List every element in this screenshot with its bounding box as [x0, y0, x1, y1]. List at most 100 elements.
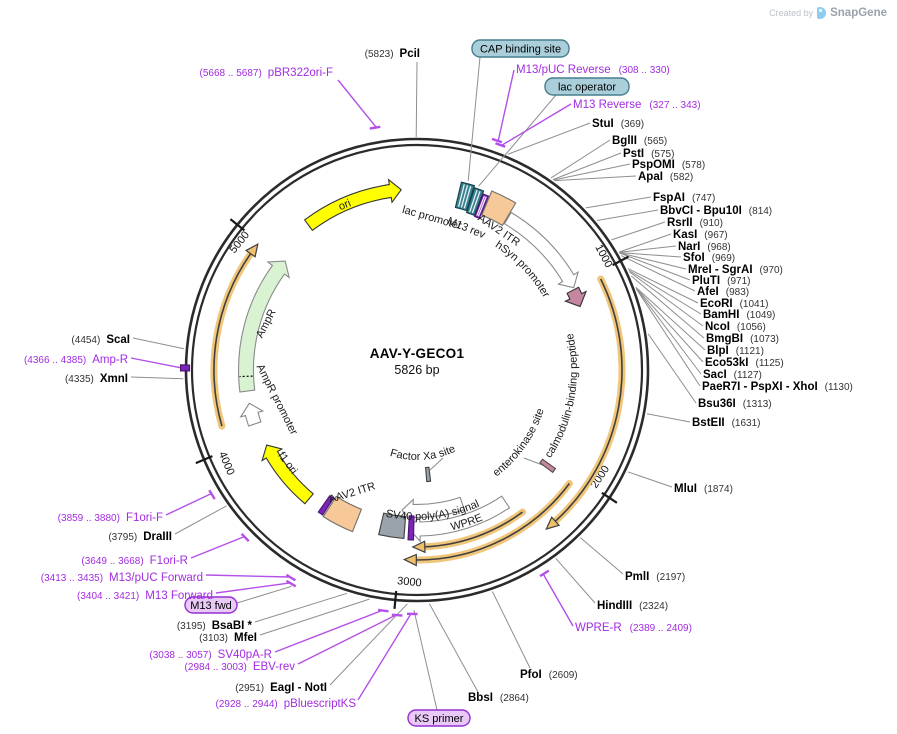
label-fspai[interactable]: FspAI (747) — [653, 192, 715, 204]
feature-ori[interactable] — [303, 178, 402, 232]
label-box-lac-operator[interactable] — [544, 77, 630, 96]
feature-ampr-promoter[interactable] — [239, 402, 265, 427]
label-bsu36i[interactable]: Bsu36I (1313) — [698, 398, 772, 410]
leader-line-bbvci-bpu10i — [596, 209, 659, 221]
leader-line-saci — [636, 288, 702, 375]
label-paer7i-pspxi-xhoi[interactable]: PaeR7I - PspXI - XhoI (1130) — [702, 381, 853, 393]
label-rsrii[interactable]: RsrII (910) — [667, 217, 723, 229]
leader-line-m13-puc-reverse — [497, 69, 515, 142]
label-draiii[interactable]: (3795) DraIII — [108, 531, 172, 543]
feature-sv40-polya-arrow[interactable] — [401, 496, 465, 524]
tick-5000 — [229, 218, 246, 232]
label-apai[interactable]: ApaI (582) — [638, 171, 693, 183]
label-mrei-sgrai[interactable]: MreI - SgrAI (970) — [688, 264, 783, 276]
label-saci[interactable]: SacI (1127) — [703, 369, 762, 381]
feature-cap-binding-site-box-stripe — [457, 184, 465, 207]
label-mfei[interactable]: (3103) MfeI — [199, 632, 257, 644]
label-f1ori-f[interactable]: (3859 .. 3880) F1ori-F — [58, 512, 163, 524]
leader-line-fspai — [585, 196, 652, 209]
leader-line-pmli — [579, 537, 624, 575]
label-pbluescriptks[interactable]: (2928 .. 2944) pBluescriptKS — [216, 698, 357, 710]
label-bsteii[interactable]: BstEII (1631) — [692, 417, 761, 429]
feature-aav2-itr-bottom-box[interactable] — [322, 495, 363, 533]
label-pspomi[interactable]: PspOMI (578) — [632, 159, 705, 171]
label-blpi[interactable]: BlpI (1121) — [707, 345, 764, 357]
label-m13-reverse[interactable]: M13 Reverse (327 .. 343) — [573, 99, 701, 111]
leader-line-pcii — [415, 61, 418, 138]
label-m13-puc-reverse[interactable]: M13/pUC Reverse (308 .. 330) — [516, 64, 670, 76]
label-mlui[interactable]: MluI (1874) — [674, 483, 733, 495]
label-pcii[interactable]: (5823) PciI — [365, 48, 420, 60]
label-xmni[interactable]: (4335) XmnI — [65, 373, 128, 385]
label-sv40pa-r[interactable]: (3038 .. 3057) SV40pA-R — [149, 649, 272, 661]
aav2-itr-bottom-label[interactable]: AAV2 ITR — [327, 480, 377, 506]
feature-aav2-itr-top-box[interactable] — [481, 190, 517, 227]
label-amp-r[interactable]: (4366 .. 4385) Amp-R — [24, 354, 128, 366]
feature-ks-primer-tick[interactable] — [407, 515, 415, 541]
label-bglii[interactable]: BglII (565) — [612, 135, 667, 147]
label-box-ks-primer[interactable] — [407, 709, 471, 727]
leader-line-ecori — [627, 268, 699, 304]
leader-line-afei — [620, 255, 696, 292]
label-m13-puc-forward[interactable]: (3413 .. 3435) M13/pUC Forward — [41, 572, 203, 584]
label-cap-binding-site[interactable]: CAP binding site — [480, 44, 561, 56]
primer-elbow-wpre-r — [539, 569, 550, 578]
label-hindiii[interactable]: HindIII (2324) — [597, 600, 668, 612]
feature-itr2-tick[interactable] — [317, 494, 335, 516]
feature-factor-xa-site-mark[interactable] — [425, 466, 432, 483]
feature-f1-ori[interactable] — [261, 444, 314, 505]
feature-amp-r-primer-tick[interactable] — [179, 364, 191, 372]
label-sfoi[interactable]: SfoI (969) — [683, 252, 735, 264]
label-box-cap-binding-site[interactable] — [471, 39, 570, 58]
label-ebv-rev[interactable]: (2984 .. 3003) EBV-rev — [185, 661, 296, 673]
label-ecori[interactable]: EcoRI (1041) — [700, 298, 769, 310]
label-pbr322ori-f[interactable]: (5668 .. 5687) pBR322ori-F — [200, 67, 333, 79]
plasmid-name: AAV-Y-GECO1 — [369, 346, 465, 361]
leader-line-kasi — [618, 233, 672, 253]
feature-hsyn-promoter[interactable] — [503, 211, 580, 289]
leader-line-blpi — [635, 286, 706, 351]
label-nari[interactable]: NarI (968) — [678, 241, 731, 253]
feature-sv40-polya-gray-box[interactable] — [378, 512, 407, 540]
label-psti[interactable]: PstI (575) — [623, 148, 674, 160]
label-eagi-noti[interactable]: (2951) EagI - NotI — [235, 682, 327, 694]
feature-enterokinase-site-mark[interactable] — [539, 458, 557, 474]
label-box-m13-fwd[interactable] — [184, 596, 238, 614]
calmodulin-label[interactable]: calmodulin-binding peptide — [543, 332, 580, 460]
enterokinase-label[interactable]: enterokinase site — [491, 407, 547, 479]
feature-ampr[interactable] — [237, 260, 291, 393]
label-scai[interactable]: (4454) ScaI — [71, 334, 130, 346]
label-m13-fwd[interactable]: M13 fwd — [190, 600, 232, 612]
ampr-promoter-label[interactable]: AmpR promoter — [254, 362, 300, 437]
orf-arrowhead-orf-a — [545, 516, 561, 531]
orf-arc-core-orf-d — [213, 253, 252, 427]
leader-line-cap-binding-site — [467, 56, 481, 181]
label-m13-forward[interactable]: (3404 .. 3421) M13 Forward — [77, 590, 213, 602]
label-bbvci-bpu10i[interactable]: BbvCI - Bpu10I (814) — [660, 205, 772, 217]
label-f1ori-r[interactable]: (3649 .. 3668) F1ori-R — [81, 555, 188, 567]
orf-arc-core-orf-a — [554, 278, 623, 522]
label-afei[interactable]: AfeI (983) — [697, 286, 749, 298]
label-pluti[interactable]: PluTI (971) — [692, 275, 750, 287]
label-eco53ki[interactable]: Eco53kI (1125) — [705, 357, 784, 369]
label-kasi[interactable]: KasI (967) — [673, 229, 728, 241]
label-ncoi[interactable]: NcoI (1056) — [705, 321, 766, 333]
watermark-created-by: Created by — [769, 8, 814, 18]
label-bbsi[interactable]: BbsI (2864) — [468, 692, 529, 704]
leader-line-pspomi — [553, 163, 631, 181]
feature-calmodulin-binding-peptide[interactable] — [563, 286, 588, 308]
label-lac-operator[interactable]: lac operator — [558, 82, 616, 94]
primer-elbow-pbr322ori-f — [369, 125, 381, 130]
label-pfoi[interactable]: PfoI (2609) — [520, 669, 578, 681]
ori-label[interactable]: ori — [337, 197, 353, 213]
leader-line-bsabi — [254, 592, 348, 623]
label-bsabi[interactable]: (3195) BsaBI * — [177, 620, 253, 632]
label-ks-primer[interactable]: KS primer — [415, 713, 464, 725]
leader-line-stui — [507, 122, 591, 155]
label-bamhi[interactable]: BamHI (1049) — [703, 309, 775, 321]
label-bmgbi[interactable]: BmgBI (1073) — [706, 333, 779, 345]
factor-xa-label[interactable]: Factor Xa site — [389, 443, 457, 463]
label-pmli[interactable]: PmlI (2197) — [625, 571, 685, 583]
label-wpre-r[interactable]: WPRE-R (2389 .. 2409) — [575, 622, 692, 634]
label-stui[interactable]: StuI (369) — [592, 118, 644, 130]
